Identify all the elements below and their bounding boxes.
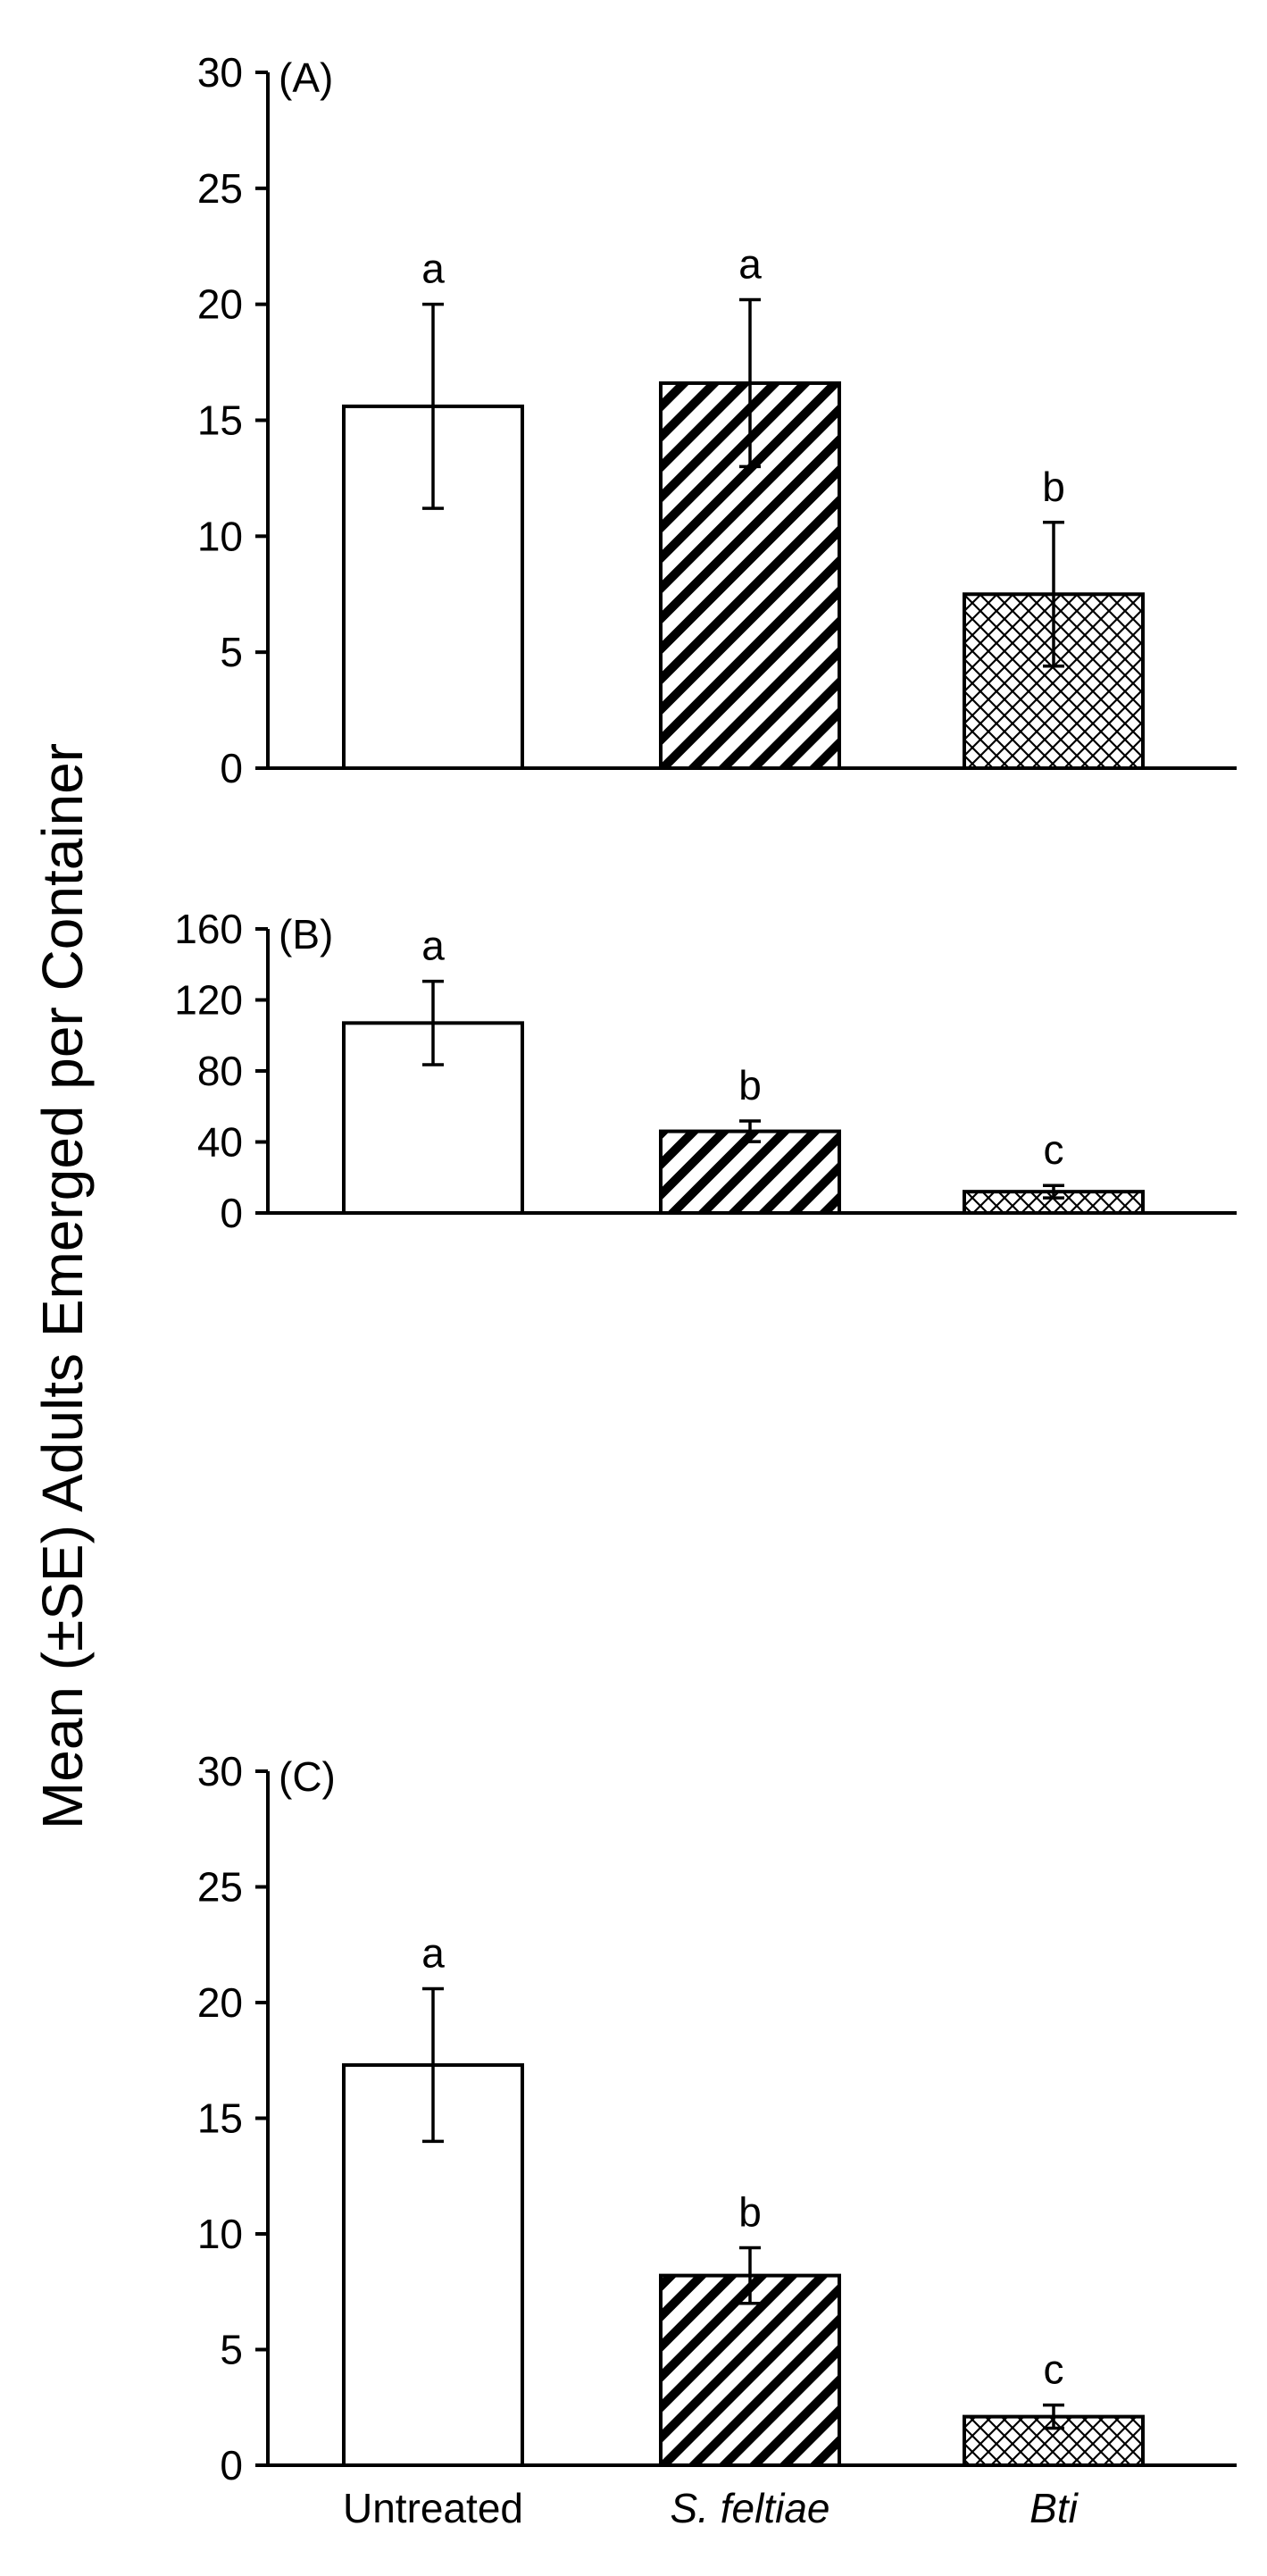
y-tick-label: 0 <box>220 745 243 791</box>
error-bar <box>739 297 761 469</box>
x-category-label: Untreated <box>343 2485 523 2531</box>
y-tick-label: 10 <box>197 2211 243 2257</box>
significance-letter: b <box>738 2189 762 2236</box>
error-bar <box>422 1986 444 2144</box>
y-tick-label: 10 <box>197 513 243 559</box>
y-tick-label: 15 <box>197 2095 243 2142</box>
panel-1: 0 5 10 15 20 25 30 (A) a a b <box>197 49 1237 791</box>
y-tick-label: 80 <box>197 1048 243 1094</box>
significance-letter: a <box>421 1929 445 1976</box>
panel-2: 0 40 80 120 160 (B) a b c <box>174 906 1237 1236</box>
error-bar <box>739 2246 761 2305</box>
significance-letter: c <box>1044 1126 1064 1173</box>
y-tick-label: 25 <box>197 165 243 212</box>
y-tick-label: 30 <box>197 49 243 96</box>
y-tick-label: 5 <box>220 2327 243 2373</box>
y-tick-label: 0 <box>220 1190 243 1236</box>
bar-1 <box>659 1129 841 1215</box>
significance-letter: b <box>1042 464 1065 510</box>
error-bar <box>422 302 444 510</box>
panel-label: (B) <box>279 911 333 958</box>
y-tick-label: 160 <box>174 906 243 952</box>
panel-label: (C) <box>279 1753 336 1800</box>
y-tick-label: 25 <box>197 1864 243 1911</box>
y-tick-label: 120 <box>174 977 243 1024</box>
significance-letter: a <box>738 240 762 287</box>
y-tick-label: 40 <box>197 1119 243 1166</box>
significance-letter: a <box>421 246 445 292</box>
panel-label: (A) <box>279 54 333 101</box>
chart-panels: 0 5 10 15 20 25 30 (A) a a b 0 40 80 120 160 (B) a b c 0 5 10 1… <box>174 49 1237 2531</box>
y-tick-label: 20 <box>197 281 243 328</box>
error-bar <box>739 1119 761 1143</box>
x-category-label: Bti <box>1029 2485 1079 2531</box>
y-axis-title: Mean (±SE) Adults Emerged per Container <box>30 743 95 1829</box>
error-bar <box>1043 521 1064 668</box>
y-tick-label: 0 <box>220 2442 243 2488</box>
y-tick-label: 20 <box>197 1979 243 2026</box>
panel-3: 0 5 10 15 20 25 30 (C) a b c Untreated S. feltiae Bti <box>197 1748 1237 2531</box>
error-bar <box>1043 2403 1064 2430</box>
significance-letter: b <box>738 1062 762 1108</box>
x-category-label: S. feltiae <box>671 2485 830 2531</box>
significance-letter: a <box>421 923 445 969</box>
y-tick-label: 15 <box>197 397 243 444</box>
error-bar <box>422 979 444 1066</box>
error-bar <box>1043 1183 1064 1200</box>
y-tick-label: 5 <box>220 629 243 675</box>
y-tick-label: 30 <box>197 1748 243 1794</box>
significance-letter: c <box>1044 2346 1064 2393</box>
